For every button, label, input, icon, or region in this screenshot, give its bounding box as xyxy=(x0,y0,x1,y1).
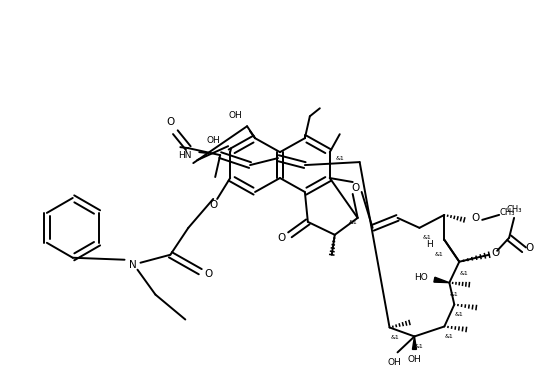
Polygon shape xyxy=(434,277,450,283)
Text: O: O xyxy=(209,200,217,210)
Text: &1: &1 xyxy=(423,235,432,240)
Text: &1: &1 xyxy=(435,252,444,257)
Text: OH: OH xyxy=(407,355,421,364)
Text: O: O xyxy=(351,183,360,193)
Polygon shape xyxy=(412,337,417,349)
Text: O: O xyxy=(491,248,499,258)
Text: HO: HO xyxy=(414,273,429,282)
Text: &1: &1 xyxy=(415,344,424,349)
Text: &1: &1 xyxy=(455,312,464,317)
Text: &1: &1 xyxy=(335,156,344,160)
Text: OH: OH xyxy=(388,358,402,367)
Text: &1: &1 xyxy=(445,334,454,339)
Text: &1: &1 xyxy=(460,271,468,276)
Text: CH₃: CH₃ xyxy=(499,208,515,217)
Text: OH: OH xyxy=(206,136,220,145)
Text: &1: &1 xyxy=(348,220,357,226)
Text: &1: &1 xyxy=(450,292,459,297)
Text: CH₃: CH₃ xyxy=(506,205,522,214)
Text: H: H xyxy=(426,240,433,249)
Text: O: O xyxy=(471,213,479,223)
Text: N: N xyxy=(129,260,136,270)
Text: O: O xyxy=(204,269,212,279)
Text: &1: &1 xyxy=(390,335,399,340)
Text: O: O xyxy=(278,233,286,243)
Text: O: O xyxy=(525,243,533,253)
Text: HN: HN xyxy=(178,151,192,160)
Text: OH: OH xyxy=(228,111,242,120)
Text: O: O xyxy=(166,117,175,127)
